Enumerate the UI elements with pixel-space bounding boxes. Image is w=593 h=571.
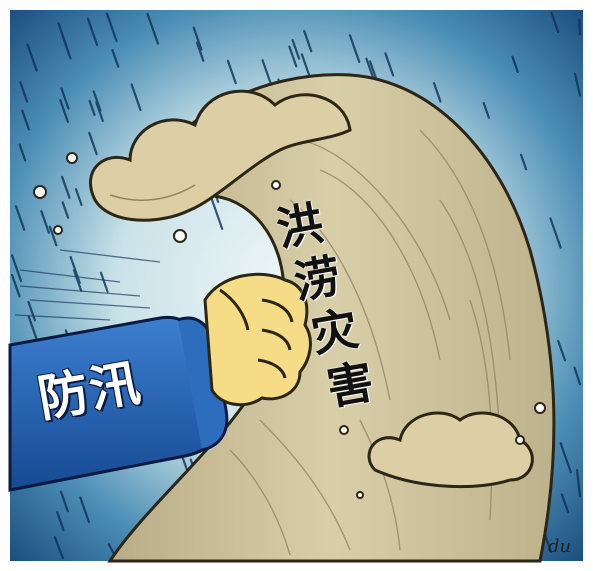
rain-streak: [14, 205, 26, 231]
rain-streak: [53, 536, 64, 560]
rain-streak: [19, 81, 29, 103]
rain-streak: [559, 442, 572, 474]
rain-streak: [288, 45, 298, 68]
rain-streak: [86, 17, 99, 46]
rain-streak: [544, 534, 553, 553]
rain-streak: [48, 225, 58, 247]
rain-streak: [105, 12, 118, 43]
rain-streak: [575, 469, 582, 498]
rain-streak: [74, 188, 83, 206]
rain-streak: [61, 175, 71, 199]
foam-bubble: [173, 229, 187, 243]
rain-streak: [291, 39, 301, 60]
artist-signature: du: [548, 536, 571, 557]
rain-streak: [59, 98, 70, 123]
rain-streak: [40, 210, 50, 234]
rain-streak: [60, 87, 70, 110]
foam-bubble: [515, 435, 525, 445]
foam-bubbles: [33, 152, 546, 499]
rain-streak: [92, 90, 102, 112]
rain-streak: [482, 101, 490, 119]
rain-streak: [519, 153, 528, 171]
rain-streak: [192, 26, 203, 51]
foam-bubble: [271, 180, 281, 190]
rain-streak: [88, 131, 98, 156]
rain-streak: [69, 255, 81, 285]
rain-streak: [195, 41, 205, 62]
rain-streak: [111, 48, 120, 68]
rain-streak: [511, 55, 519, 73]
rain-streak: [303, 29, 313, 53]
rain-streak: [95, 101, 104, 122]
rain-streak: [300, 53, 312, 80]
rain-streak: [26, 43, 38, 72]
rain-streak: [79, 496, 91, 524]
rain-streak: [99, 271, 109, 293]
foam-bubble: [339, 425, 349, 435]
rain-streak: [10, 273, 21, 298]
rain-streak: [72, 269, 83, 292]
rain-streak: [578, 18, 582, 36]
rain-streak: [550, 11, 560, 34]
rain-streak: [21, 109, 30, 131]
rain-streak: [210, 198, 224, 231]
wave-texture-lines: [229, 129, 511, 556]
rain-streak: [146, 12, 160, 45]
rain-streak: [560, 493, 570, 514]
rain-streak: [27, 315, 39, 343]
wave-title-char: 害: [322, 354, 378, 416]
foam-shadow: [109, 184, 196, 201]
rain-streak: [432, 82, 442, 103]
wave-foam-crest: [88, 89, 352, 222]
rain-streak: [18, 143, 27, 162]
rain-streak: [59, 490, 69, 513]
foam-bubble: [53, 225, 63, 235]
foam-bubble: [356, 491, 364, 499]
rain-streak: [365, 57, 375, 81]
rain-streak: [57, 22, 68, 48]
rain-streak: [573, 72, 582, 97]
rain-streak: [88, 99, 96, 116]
rain-streak: [10, 254, 23, 282]
rain-streak: [573, 366, 582, 386]
small-wave-crest: [367, 411, 534, 489]
rain-streak: [549, 217, 562, 249]
rain-streak: [348, 34, 361, 64]
rain-streak: [61, 201, 70, 219]
rain-streak: [384, 52, 395, 77]
rain-streak: [557, 339, 567, 362]
foam-bubble: [534, 402, 546, 414]
fist: [203, 272, 312, 407]
rain-streak: [27, 300, 37, 322]
foam-bubble: [33, 185, 47, 199]
rain-streak: [56, 511, 65, 532]
foam-bubble: [66, 152, 78, 164]
rain-streak: [226, 59, 237, 85]
rain-streak: [130, 83, 142, 112]
